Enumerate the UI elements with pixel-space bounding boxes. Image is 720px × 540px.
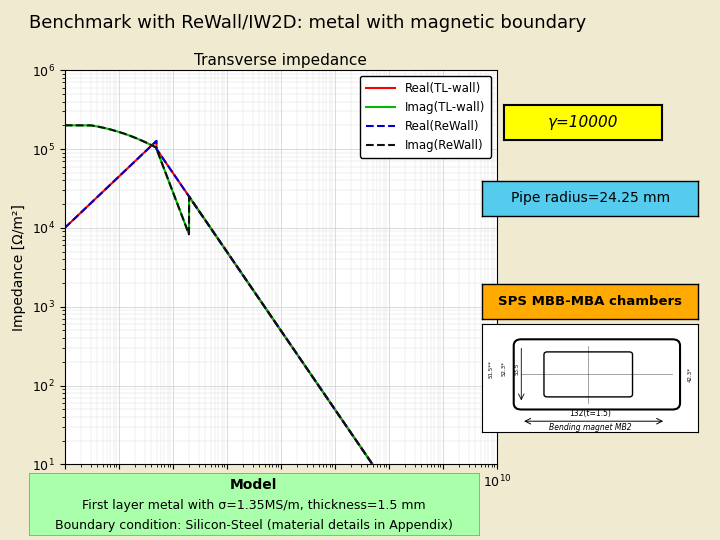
Text: 132(t=1.5): 132(t=1.5): [570, 409, 611, 418]
Title: Transverse impedance: Transverse impedance: [194, 52, 367, 68]
Real(ReWall): [60, 225, 69, 231]
Imag(TL-wall): [226, 254, 235, 260]
X-axis label: Frequency [Hz]: Frequency [Hz]: [222, 496, 340, 510]
Real(TL-wall): [109, 178, 118, 184]
Line: Real(ReWall): Real(ReWall): [65, 141, 497, 540]
Text: 42.3*: 42.3*: [688, 367, 693, 382]
Text: First layer metal with σ=1.35MS/m, thickness=1.5 mm: First layer metal with σ=1.35MS/m, thick…: [82, 499, 426, 512]
Text: γ=10000: γ=10000: [548, 116, 618, 130]
Text: Pipe radius=24.25 mm: Pipe radius=24.25 mm: [510, 192, 670, 205]
Imag(ReWall): [226, 254, 235, 260]
Real(TL-wall): [245, 281, 253, 288]
Imag(TL-wall): [109, 127, 118, 134]
Text: 51.5**: 51.5**: [489, 360, 494, 378]
Real(ReWall): [226, 254, 235, 260]
Text: Benchmark with ReWall/IW2D: metal with magnetic boundary: Benchmark with ReWall/IW2D: metal with m…: [29, 14, 586, 31]
Imag(TL-wall): [60, 122, 69, 129]
Text: Boundary condition: Silicon-Steel (material details in Appendix): Boundary condition: Silicon-Steel (mater…: [55, 519, 453, 532]
Line: Real(TL-wall): Real(TL-wall): [65, 141, 497, 540]
Imag(ReWall): [245, 281, 253, 287]
Real(ReWall): [245, 281, 253, 288]
Text: Model: Model: [230, 478, 277, 492]
FancyBboxPatch shape: [514, 339, 680, 409]
Real(ReWall): [135, 153, 144, 160]
Real(TL-wall): [226, 254, 235, 260]
Legend: Real(TL-wall), Imag(TL-wall), Real(ReWall), Imag(ReWall): Real(TL-wall), Imag(TL-wall), Real(ReWal…: [360, 76, 491, 158]
Real(ReWall): [152, 138, 161, 144]
Imag(TL-wall): [135, 137, 144, 143]
FancyBboxPatch shape: [544, 352, 633, 397]
Imag(ReWall): [109, 127, 118, 134]
Real(TL-wall): [135, 153, 144, 160]
Text: 53.5: 53.5: [515, 363, 520, 375]
Text: 52.3*: 52.3*: [502, 361, 507, 376]
Line: Imag(ReWall): Imag(ReWall): [65, 125, 497, 540]
Imag(ReWall): [135, 137, 144, 143]
Y-axis label: Impedance [Ω/m²]: Impedance [Ω/m²]: [12, 204, 27, 330]
Imag(TL-wall): [245, 281, 253, 287]
Imag(ReWall): [60, 122, 69, 129]
Text: Bending magnet MB2: Bending magnet MB2: [549, 423, 631, 432]
Real(ReWall): [109, 178, 118, 184]
Text: SPS MBB-MBA chambers: SPS MBB-MBA chambers: [498, 294, 683, 308]
Real(TL-wall): [152, 138, 161, 144]
Line: Imag(TL-wall): Imag(TL-wall): [65, 125, 497, 540]
Real(TL-wall): [60, 225, 69, 231]
